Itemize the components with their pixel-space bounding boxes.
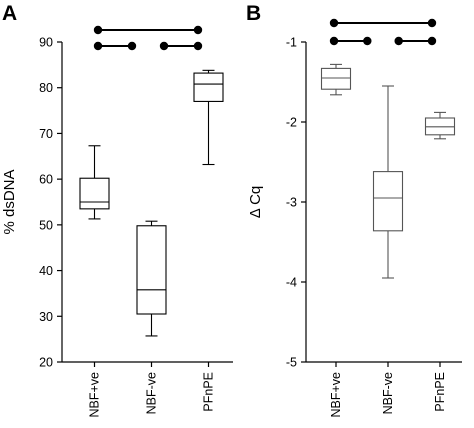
significance-bracket [329, 18, 437, 28]
panel-b-letter: B [246, 2, 261, 25]
significance-dot [93, 25, 103, 35]
iqr-box [136, 225, 167, 315]
significance-dot [329, 18, 339, 28]
panel-a-letter: A [2, 2, 17, 25]
panel-b-box-plot: B Δ Cq -5 -4 -3 -2 -1 NBF+ve NBF-ve PFnPE [246, 2, 462, 418]
box-plot-nbf-ve [79, 145, 110, 220]
box-plot-nbf-ve [320, 63, 352, 96]
y-tick-label: 70 [39, 127, 53, 141]
y-tick-label: -3 [286, 196, 297, 210]
y-tick-label: -4 [286, 276, 297, 290]
significance-dot [329, 36, 339, 46]
y-tick-label: 20 [39, 356, 53, 370]
significance-dot [127, 41, 137, 51]
box-plot-pfnpe [424, 111, 456, 140]
significance-dot [193, 25, 203, 35]
y-tick-label: 40 [39, 264, 53, 278]
iqr-box [320, 67, 352, 90]
significance-dot [427, 18, 437, 28]
significance-dot [363, 36, 372, 46]
x-tick-label: PFnPE [202, 372, 216, 412]
box-plot-nbf-ve [136, 220, 167, 337]
iqr-box [193, 72, 224, 102]
significance-bracket [159, 41, 203, 51]
significance-bracket [93, 41, 137, 51]
y-tick-label: -1 [286, 36, 297, 50]
box-plot-nbf-ve [372, 85, 404, 279]
x-tick-label: NBF-ve [145, 372, 159, 414]
significance-dot [159, 41, 169, 51]
y-tick-label: 80 [39, 81, 53, 95]
y-tick-label: 50 [39, 218, 53, 232]
y-tick-label: 30 [39, 310, 53, 324]
significance-dot [93, 41, 103, 51]
significance-bracket [329, 36, 372, 46]
x-tick-label: NBF+ve [88, 372, 102, 418]
significance-dot [193, 41, 203, 51]
x-tick-label: NBF-ve [381, 372, 395, 414]
significance-dot [394, 36, 403, 46]
panel-b-y-axis-title: Δ Cq [247, 186, 264, 219]
panel-a-box-plot: A % dsDNA 20 30 40 50 60 70 80 90 NBF+ve NBF-ve PF… [1, 2, 233, 418]
significance-bracket [394, 36, 437, 46]
box-plot-pfnpe [193, 69, 224, 166]
panel-a-y-axis-title: % dsDNA [1, 169, 18, 234]
y-tick-label: 60 [39, 173, 53, 187]
y-tick-label: 90 [39, 36, 53, 50]
significance-bracket [93, 25, 203, 35]
y-tick-label: -5 [286, 356, 297, 370]
y-tick-label: -2 [286, 116, 297, 130]
x-tick-label: NBF+ve [329, 372, 343, 418]
x-tick-label: PFnPE [433, 372, 447, 412]
significance-dot [427, 36, 437, 46]
iqr-box [372, 171, 404, 232]
iqr-box [79, 177, 110, 210]
